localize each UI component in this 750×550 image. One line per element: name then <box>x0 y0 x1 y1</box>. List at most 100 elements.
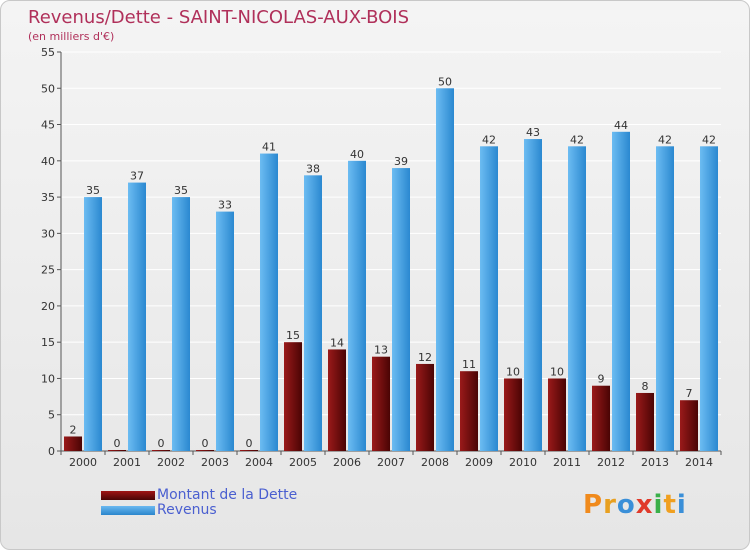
bar-debt <box>460 371 478 451</box>
y-tick-label: 30 <box>41 227 55 240</box>
x-tick-label: 2001 <box>113 456 141 469</box>
bar-debt <box>636 392 654 451</box>
bar-debt <box>152 450 170 451</box>
bar-debt <box>680 400 698 451</box>
bar-debt <box>504 378 522 451</box>
bar-debt <box>372 356 390 451</box>
data-label-debt: 10 <box>550 365 564 378</box>
y-tick-label: 15 <box>41 336 55 349</box>
data-label-revenue: 42 <box>570 133 584 146</box>
bar-revenue <box>216 211 234 451</box>
x-tick-label: 2013 <box>641 456 669 469</box>
logo-letter: t <box>663 490 677 520</box>
bar-debt <box>284 342 302 451</box>
bar-revenue <box>172 197 190 451</box>
bar-revenue <box>700 146 718 452</box>
bar-debt <box>592 385 610 451</box>
y-tick-label: 20 <box>41 300 55 313</box>
data-label-debt: 0 <box>246 437 253 450</box>
data-label-debt: 13 <box>374 344 388 357</box>
data-label-revenue: 42 <box>482 133 496 146</box>
data-label-revenue: 43 <box>526 126 540 139</box>
x-tick-label: 2000 <box>69 456 97 469</box>
data-label-debt: 2 <box>70 423 77 436</box>
bar-revenue <box>84 197 102 451</box>
y-tick-label: 0 <box>48 445 55 458</box>
data-label-revenue: 42 <box>702 133 716 146</box>
bar-revenue <box>128 182 146 451</box>
chart-title: Revenus/Dette - SAINT-NICOLAS-AUX-BOIS <box>28 7 410 28</box>
y-tick-label: 40 <box>41 155 55 168</box>
data-label-debt: 14 <box>330 336 344 349</box>
data-label-revenue: 33 <box>218 199 232 212</box>
data-label-revenue: 39 <box>394 155 408 168</box>
legend-label-debt: Montant de la Dette <box>157 487 298 503</box>
legend-label-revenue: Revenus <box>157 502 217 518</box>
x-tick-label: 2006 <box>333 456 361 469</box>
x-tick-label: 2010 <box>509 456 537 469</box>
x-tick-label: 2005 <box>289 456 317 469</box>
data-label-revenue: 40 <box>350 148 364 161</box>
data-label-debt: 8 <box>642 380 649 393</box>
data-label-debt: 9 <box>598 373 605 386</box>
x-tick-label: 2003 <box>201 456 229 469</box>
bar-revenue <box>612 131 630 452</box>
bar-debt <box>108 450 126 451</box>
bar-debt <box>328 349 346 451</box>
x-tick-label: 2011 <box>553 456 581 469</box>
logo-letter: i <box>653 490 664 520</box>
x-tick-label: 2004 <box>245 456 273 469</box>
logo-letter: i <box>676 490 687 520</box>
bar-revenue <box>392 168 410 451</box>
bar-revenue <box>524 139 542 451</box>
data-label-revenue: 35 <box>174 184 188 197</box>
data-label-revenue: 44 <box>614 119 628 132</box>
data-label-revenue: 35 <box>86 184 100 197</box>
data-label-debt: 0 <box>202 437 209 450</box>
bar-debt <box>196 450 214 451</box>
bar-debt <box>64 436 82 451</box>
y-tick-label: 45 <box>41 119 55 132</box>
legend-swatch-debt <box>101 491 155 500</box>
x-tick-label: 2014 <box>685 456 713 469</box>
data-label-revenue: 38 <box>306 162 320 175</box>
data-label-revenue: 50 <box>438 75 452 88</box>
legend-swatch-revenue <box>101 506 155 515</box>
bar-revenue <box>480 146 498 452</box>
bar-revenue <box>568 146 586 452</box>
logo-letter: x <box>635 490 654 520</box>
data-label-debt: 10 <box>506 365 520 378</box>
bar-revenue <box>348 160 366 451</box>
bar-debt <box>548 378 566 451</box>
x-tick-label: 2012 <box>597 456 625 469</box>
y-tick-label: 50 <box>41 82 55 95</box>
data-label-debt: 12 <box>418 351 432 364</box>
data-label-debt: 0 <box>114 437 121 450</box>
proxiti-logo: Proxiti <box>583 490 687 520</box>
y-tick-label: 10 <box>41 372 55 385</box>
bar-revenue <box>436 88 454 451</box>
y-tick-label: 35 <box>41 191 55 204</box>
y-tick-label: 5 <box>48 409 55 422</box>
logo-letter: o <box>616 490 636 520</box>
x-tick-label: 2002 <box>157 456 185 469</box>
data-label-revenue: 41 <box>262 141 276 154</box>
data-label-debt: 0 <box>158 437 165 450</box>
bar-revenue <box>260 153 278 451</box>
chart-subtitle: (en milliers d'€) <box>28 30 115 43</box>
x-tick-label: 2009 <box>465 456 493 469</box>
data-label-debt: 7 <box>686 387 693 400</box>
logo-letter: r <box>603 490 617 520</box>
bar-revenue <box>656 146 674 452</box>
data-label-debt: 11 <box>462 358 476 371</box>
y-tick-label: 55 <box>41 46 55 59</box>
y-tick-label: 25 <box>41 264 55 277</box>
data-label-revenue: 42 <box>658 133 672 146</box>
bar-revenue <box>304 175 322 451</box>
x-tick-label: 2007 <box>377 456 405 469</box>
bar-debt <box>416 363 434 451</box>
data-label-debt: 15 <box>286 329 300 342</box>
bar-debt <box>240 450 258 451</box>
